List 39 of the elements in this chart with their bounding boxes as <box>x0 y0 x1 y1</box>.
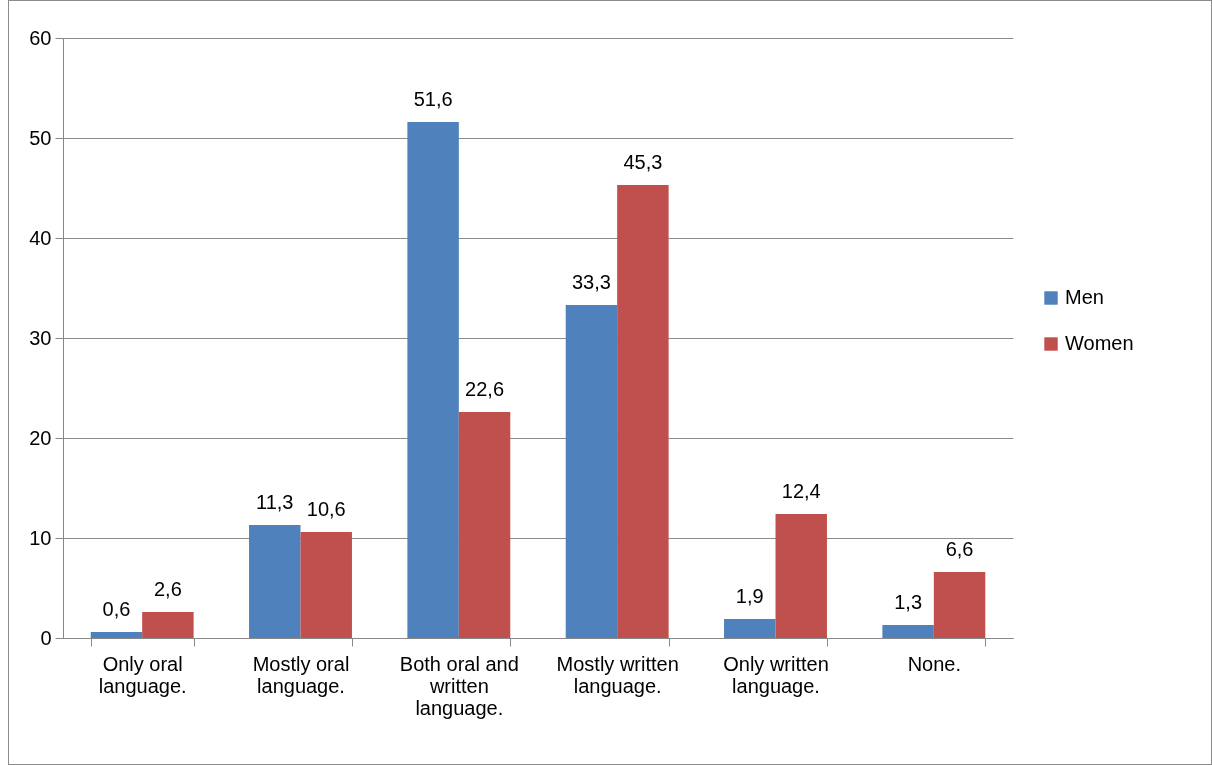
bar <box>407 122 459 638</box>
bar <box>882 625 934 638</box>
x-tick-label: Only written language. <box>723 652 829 697</box>
data-label: 2,6 <box>153 578 182 600</box>
x-tick-label: Both oral and written language. <box>399 652 519 719</box>
bar <box>775 514 827 638</box>
data-label: 33,3 <box>571 271 611 293</box>
data-label: 6,6 <box>945 538 974 560</box>
data-label: 1,3 <box>894 591 923 613</box>
y-tick-label: 20 <box>29 426 52 449</box>
y-tick-label: 40 <box>29 226 52 249</box>
data-label: 0,6 <box>102 598 131 620</box>
data-label: 51,6 <box>413 88 453 110</box>
y-tick-label: 10 <box>29 526 52 549</box>
bar <box>617 185 669 638</box>
bar <box>933 572 986 638</box>
data-label: 12,4 <box>781 480 821 502</box>
data-label: 1,9 <box>735 585 764 607</box>
y-tick-label: 60 <box>29 26 52 49</box>
bar <box>142 612 194 638</box>
x-tick-label: Mostly written language. <box>556 652 679 697</box>
x-tick-label: Mostly oral language. <box>252 652 350 697</box>
y-tick-label: 50 <box>29 126 52 149</box>
data-label: 22,6 <box>465 378 505 400</box>
data-label: 10,6 <box>306 498 346 520</box>
bar <box>724 619 776 638</box>
legend-label: Men <box>1065 286 1104 308</box>
x-tick-label: None. <box>907 652 962 675</box>
y-tick-label: 30 <box>29 326 52 349</box>
data-label: 45,3 <box>623 151 663 173</box>
bar <box>565 305 618 638</box>
bar <box>458 412 511 638</box>
bar <box>249 525 301 638</box>
data-label: 11,3 <box>256 491 294 513</box>
bar <box>300 532 352 638</box>
legend-label: Women <box>1065 332 1134 354</box>
x-tick-label: Only oral language. <box>98 652 187 697</box>
bar <box>90 632 143 638</box>
y-tick-label: 0 <box>40 626 52 649</box>
